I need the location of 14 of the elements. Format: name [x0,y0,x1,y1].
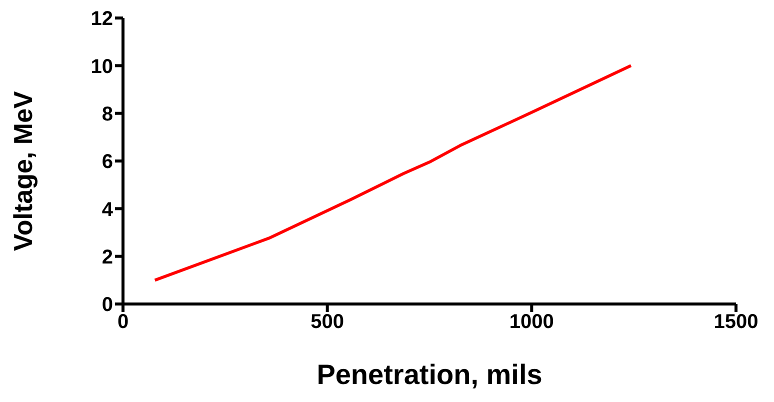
y-tick-label: 10 [90,56,113,78]
y-tick-label: 0 [102,294,113,316]
y-tick-label: 12 [90,8,113,30]
x-tick-label: 1500 [714,311,758,334]
y-tick-label: 2 [102,246,113,268]
y-tick-label: 6 [102,151,113,174]
x-tick-label: 0 [117,311,129,334]
x-axis-title: Penetration, mils [316,359,542,390]
y-axis-title: Voltage, MeV [8,90,38,251]
line-series [153,64,632,282]
y-tick-label: 8 [102,103,113,126]
y-tick-label: 4 [102,198,114,221]
x-tick-label: 500 [310,311,344,334]
x-tick-label: 1000 [509,311,554,334]
